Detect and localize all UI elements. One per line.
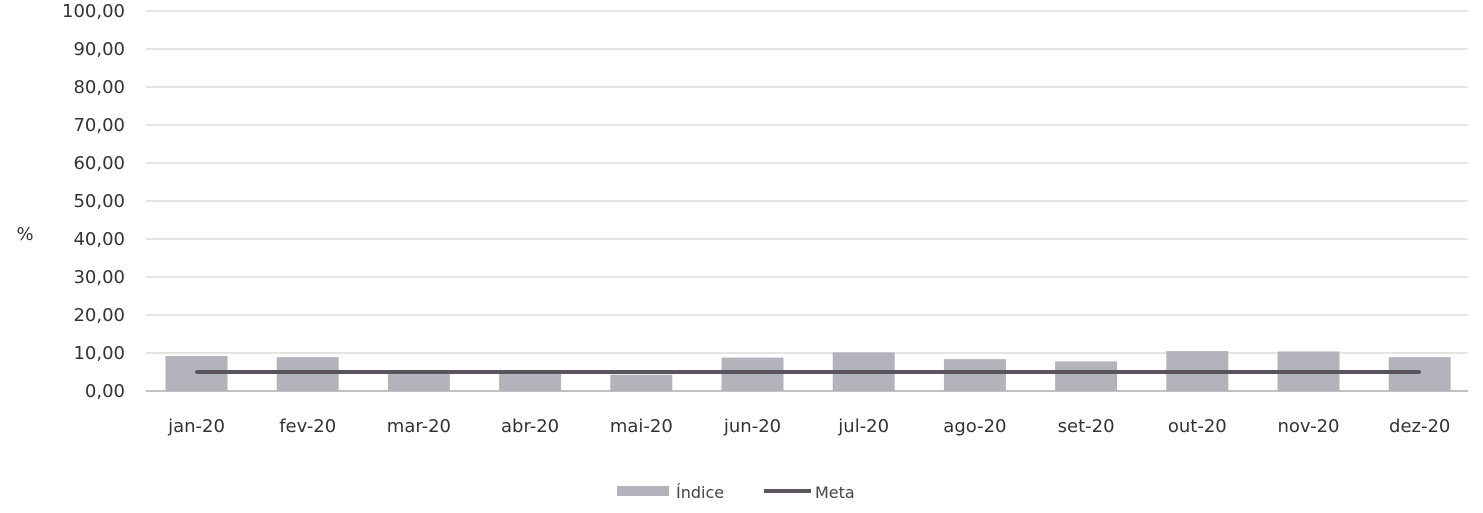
bar-mai-20 [610,374,673,391]
meta-point-fev-20 [306,370,310,374]
x-tick-label: jun-20 [723,416,781,437]
meta-point-jun-20 [751,370,754,374]
bar-jun-20 [721,357,784,391]
x-tick-label: jul-20 [837,416,889,437]
x-tick-label: nov-20 [1278,416,1340,437]
x-tick-label: ago-20 [943,416,1006,437]
gridlines [146,10,1468,392]
x-tick-label: dez-20 [1389,416,1450,437]
x-tick-label: jan-20 [167,416,225,437]
x-tick-label: out-20 [1168,416,1227,437]
y-axis-ticks: 0,00 10,00 20,00 30,00 40,00 50,00 60,00 70,00 8… [62,1,125,402]
meta-point-ago-20 [973,370,977,374]
bar-dez-20 [1388,357,1451,391]
meta-point-jan-20 [195,370,198,374]
x-tick-label: fev-20 [279,416,336,437]
line-series [195,370,1422,374]
y-tick-label: 100,00 [62,1,125,22]
meta-point-mar-20 [417,370,421,374]
x-tick-label: mai-20 [610,416,673,437]
x-tick-label: mar-20 [387,416,451,437]
y-axis-label: % [16,224,33,245]
legend-label-meta: Meta [815,483,855,502]
meta-point-dez-20 [1418,370,1422,374]
meta-point-nov-20 [1307,370,1310,374]
x-axis-ticks: jan-20 fev-20 mar-20 abr-20 mai-20 jun-20 jul-… [167,416,1450,437]
y-tick-label: 20,00 [73,305,125,326]
bar-fev-20 [276,357,339,391]
meta-point-jul-20 [862,370,866,374]
y-tick-label: 0,00 [85,381,125,402]
legend: Índice Meta [617,483,855,502]
legend-label-indice: Índice [676,483,724,502]
y-tick-label: 60,00 [73,153,125,174]
y-tick-label: 40,00 [73,229,125,250]
y-tick-label: 30,00 [73,267,125,288]
y-tick-label: 90,00 [73,39,125,60]
bar-mar-20 [387,372,450,391]
x-tick-label: abr-20 [501,416,559,437]
y-tick-label: 80,00 [73,77,125,98]
meta-point-set-20 [1084,370,1088,374]
legend-swatch-bar [617,486,669,496]
meta-point-mai-20 [639,370,643,374]
meta-point-abr-20 [528,370,532,374]
y-tick-label: 10,00 [73,343,125,364]
meta-point-out-20 [1195,370,1199,374]
x-tick-label: set-20 [1058,416,1115,437]
y-tick-label: 50,00 [73,191,125,212]
bar-set-20 [1055,361,1118,391]
y-tick-label: 70,00 [73,115,125,136]
bar-ago-20 [943,359,1006,391]
bar-abr-20 [499,371,562,391]
